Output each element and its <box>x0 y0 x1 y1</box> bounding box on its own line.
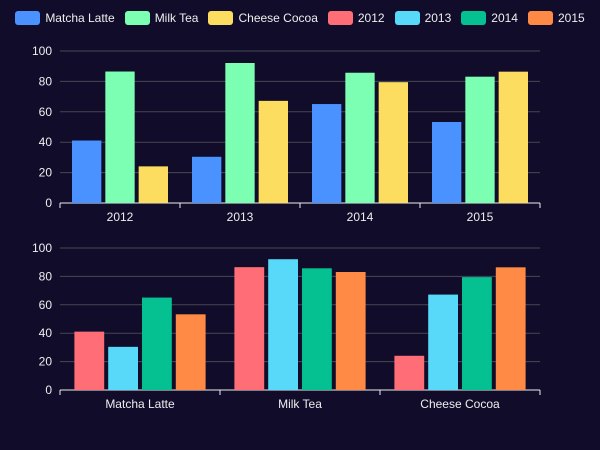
y-tick-label: 20 <box>39 355 53 369</box>
legend-label: 2013 <box>424 11 452 25</box>
y-tick-label: 40 <box>39 135 53 149</box>
legend-item[interactable]: Milk Tea <box>124 11 199 25</box>
legend-label: 2015 <box>557 11 585 25</box>
y-tick-label: 40 <box>39 326 53 340</box>
legend-label: 2014 <box>491 11 518 25</box>
legend: Matcha Latte Milk Tea Cheese Cocoa 2012 2013… <box>0 8 600 28</box>
y-tick-label: 100 <box>32 44 52 58</box>
bar <box>175 314 206 390</box>
bar <box>432 121 462 203</box>
legend-label: Cheese Cocoa <box>238 11 318 25</box>
y-tick-label: 0 <box>45 196 52 210</box>
bar <box>378 82 408 203</box>
bar <box>465 76 495 203</box>
x-tick-label: 2012 <box>107 210 134 224</box>
legend-swatch <box>527 11 553 25</box>
legend-item[interactable]: 2013 <box>394 11 452 25</box>
legend-swatch <box>208 11 234 25</box>
bar <box>498 71 528 203</box>
bar <box>335 271 366 390</box>
bar <box>428 294 458 390</box>
y-tick-label: 20 <box>39 166 53 180</box>
bar <box>225 63 255 204</box>
y-tick-label: 80 <box>39 269 53 283</box>
x-tick-label: Matcha Latte <box>105 397 175 411</box>
legend-swatch <box>461 11 487 25</box>
y-tick-label: 0 <box>45 383 52 397</box>
legend-item[interactable]: Cheese Cocoa <box>208 11 318 25</box>
bar <box>394 355 425 390</box>
chart-2: 0 20 40 60 80 100 Matcha Latte Milk Tea Cheese C… <box>32 241 541 411</box>
bar <box>234 267 265 390</box>
legend-label: Milk Tea <box>154 11 199 25</box>
y-tick-label: 60 <box>39 105 53 119</box>
bar <box>108 346 138 390</box>
y-tick-label: 80 <box>39 74 53 88</box>
x-tick-label: Cheese Cocoa <box>420 397 500 411</box>
bar <box>302 268 332 390</box>
legend-label: 2012 <box>357 11 385 25</box>
bar <box>312 104 342 203</box>
bar <box>192 156 222 203</box>
legend-label: Matcha Latte <box>45 11 115 25</box>
y-tick-label: 60 <box>39 298 53 312</box>
bar <box>138 166 168 203</box>
bar <box>74 331 105 390</box>
x-tick-label: 2014 <box>347 210 374 224</box>
legend-item[interactable]: 2015 <box>527 11 585 25</box>
legend-swatch <box>15 11 41 25</box>
legend-swatch <box>124 11 150 25</box>
bar <box>462 277 492 390</box>
bar <box>258 100 288 203</box>
x-tick-label: 2013 <box>227 210 254 224</box>
legend-item[interactable]: Matcha Latte <box>15 11 115 25</box>
legend-swatch <box>394 11 420 25</box>
y-tick-label: 100 <box>32 241 52 255</box>
legend-item[interactable]: 2014 <box>461 11 518 25</box>
bar <box>72 140 102 203</box>
x-tick-label: 2015 <box>467 210 494 224</box>
bar <box>142 297 172 390</box>
bar <box>495 267 526 390</box>
x-tick-label: Milk Tea <box>278 397 322 411</box>
legend-swatch <box>327 11 353 25</box>
bar <box>105 71 135 204</box>
bar <box>345 72 375 204</box>
chart-1: 0 20 40 60 80 100 2012 2013 2014 2015 <box>32 44 541 224</box>
legend-item[interactable]: 2012 <box>327 11 385 25</box>
bar <box>268 259 298 390</box>
